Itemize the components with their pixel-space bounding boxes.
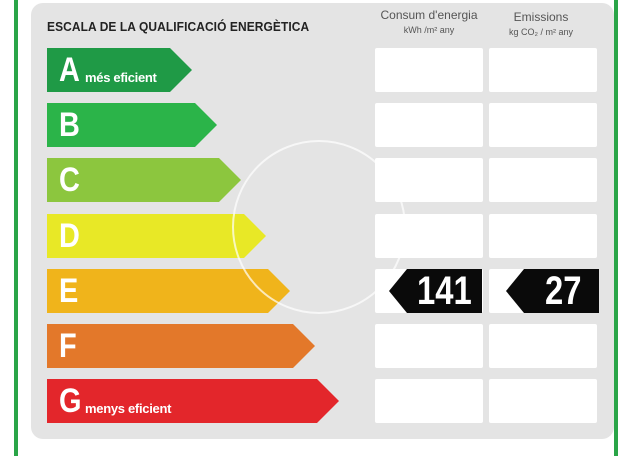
emissions-cell-g — [489, 379, 597, 423]
rating-arrow-d: D — [47, 214, 266, 258]
emissions-value-badge: 27 — [506, 269, 599, 313]
emissions-cell-a — [489, 48, 597, 92]
emissions-cell-d — [489, 214, 597, 258]
rating-arrow-c: C — [47, 158, 241, 202]
consum-cell-a — [375, 48, 483, 92]
emissions-column-header: Emissions kg CO₂ / m² any — [486, 10, 596, 37]
rating-letter: C — [59, 161, 80, 199]
rating-letter: F — [59, 327, 77, 365]
rating-letter: B — [59, 106, 80, 144]
rating-arrow-e: E — [47, 269, 290, 313]
consum-cell-g — [375, 379, 483, 423]
rating-caption: menys eficient — [85, 401, 172, 416]
emissions-cell-b — [489, 103, 597, 147]
emissions-unit: kg CO₂ / m² any — [508, 27, 573, 37]
emissions-cell-f — [489, 324, 597, 368]
rating-arrow-f: F — [47, 324, 315, 368]
consum-unit: kWh /m² any — [403, 25, 455, 35]
consum-cell-f — [375, 324, 483, 368]
rating-letter: E — [59, 272, 79, 310]
emissions-value: 27 — [544, 269, 581, 313]
emissions-label: Emissions — [513, 10, 569, 24]
emissions-cell-c — [489, 158, 597, 202]
consum-cell-b — [375, 103, 483, 147]
consum-label: Consum d'energia — [380, 8, 478, 22]
rating-arrow-b: B — [47, 103, 217, 147]
page-title: ESCALA DE LA QUALIFICACIÓ ENERGÈTICA — [47, 19, 310, 34]
rating-letter: D — [59, 217, 80, 255]
consum-value: 141 — [417, 269, 472, 313]
rating-caption: més eficient — [85, 70, 157, 85]
consum-cell-d — [375, 214, 483, 258]
consum-column-header: Consum d'energia kWh /m² any — [374, 8, 484, 35]
consum-cell-c — [375, 158, 483, 202]
consum-value-badge: 141 — [389, 269, 482, 313]
rating-letter: A — [59, 51, 80, 89]
rating-letter: G — [59, 382, 82, 420]
